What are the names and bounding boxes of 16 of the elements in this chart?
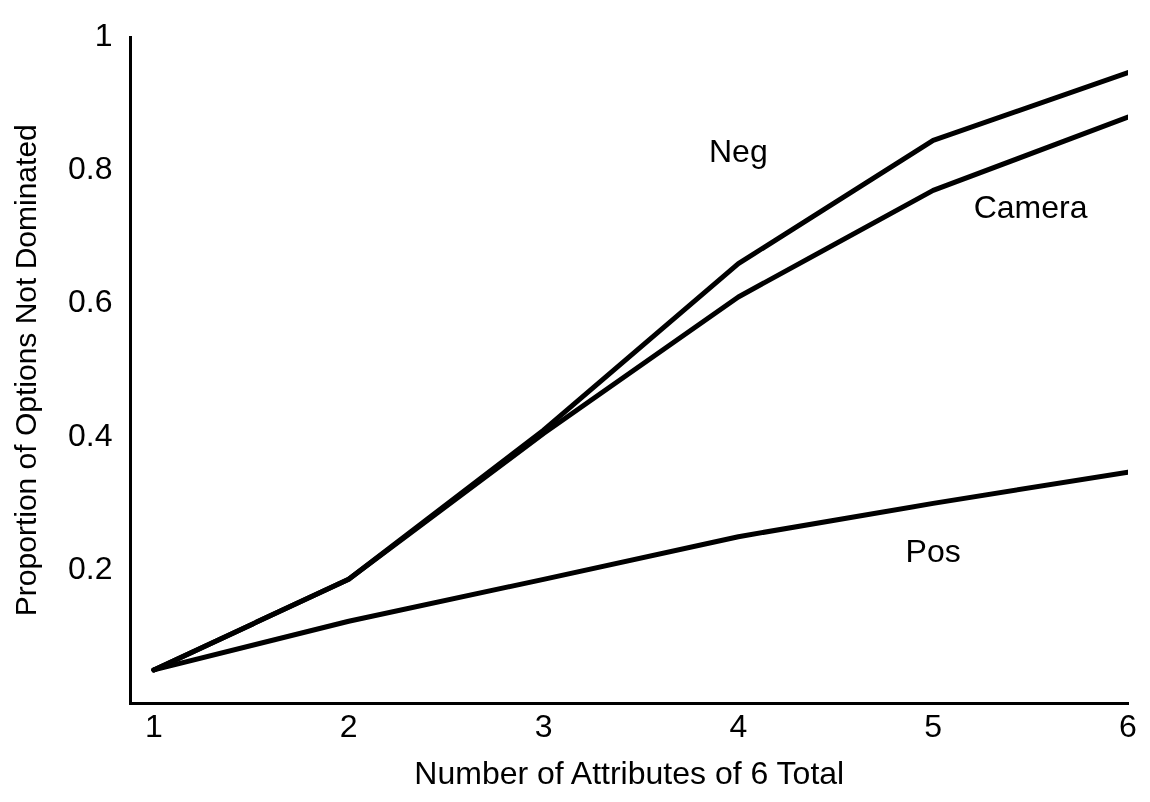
y-tick-label: 0.2 bbox=[68, 549, 113, 586]
series-label: Neg bbox=[708, 133, 768, 170]
series-label: Pos bbox=[905, 533, 961, 570]
x-tick-label: 4 bbox=[729, 708, 748, 745]
x-tick-label: 5 bbox=[924, 708, 943, 745]
x-axis-title: Number of Attributes of 6 Total bbox=[414, 754, 845, 791]
y-tick-label: 0.8 bbox=[68, 150, 113, 187]
series-label: Camera bbox=[973, 188, 1088, 225]
y-axis-title: Proportion of Options Not Dominated bbox=[9, 124, 43, 617]
x-tick-label: 6 bbox=[1119, 708, 1137, 745]
x-tick-label: 3 bbox=[534, 708, 553, 745]
y-tick-label: 0.4 bbox=[68, 416, 113, 453]
y-tick-label: 0.6 bbox=[68, 283, 113, 320]
y-tick-label: 1 bbox=[94, 17, 113, 54]
x-tick-label: 2 bbox=[339, 708, 358, 745]
x-tick-label: 1 bbox=[144, 708, 163, 745]
